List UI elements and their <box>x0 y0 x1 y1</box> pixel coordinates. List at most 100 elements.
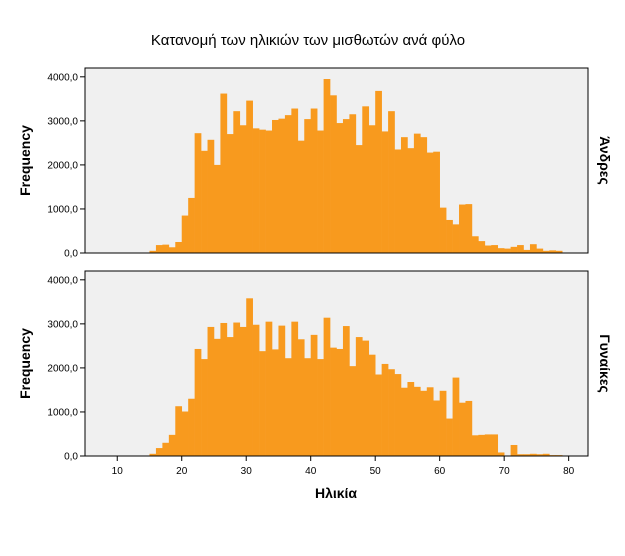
histogram-bar <box>388 369 395 456</box>
histogram-bar <box>226 134 234 253</box>
y-axis-label: Frequency <box>17 125 33 196</box>
x-axis-label: Ηλικία <box>315 485 357 501</box>
histogram-bar <box>413 133 421 253</box>
x-tick-label: 70 <box>499 466 511 477</box>
x-tick-label: 30 <box>241 466 253 477</box>
histogram-bar <box>536 454 544 456</box>
histogram-bar <box>355 145 363 253</box>
histogram-bar <box>168 434 176 456</box>
histogram-bar <box>523 454 531 456</box>
histogram-bar <box>259 129 266 253</box>
histogram-bar <box>381 131 389 253</box>
histogram-bar <box>252 324 260 456</box>
histogram-bar <box>155 448 163 456</box>
x-tick-label: 40 <box>305 466 317 477</box>
histogram-bar <box>207 139 215 253</box>
histogram-bar <box>529 453 537 456</box>
histogram-bar <box>420 390 428 456</box>
histogram-bar <box>484 434 492 456</box>
histogram-bar <box>201 150 208 253</box>
histogram-bar <box>529 244 537 253</box>
histogram-bar <box>542 453 550 456</box>
histogram-bar <box>459 402 466 456</box>
histogram-bar <box>381 363 389 456</box>
histogram-bar <box>181 215 189 253</box>
histogram-bar <box>284 358 292 456</box>
histogram-bar <box>201 359 208 456</box>
y-tick-label: 0,0 <box>64 452 78 463</box>
histogram-bar <box>478 434 486 456</box>
histogram-bar <box>297 339 305 456</box>
histogram-bar <box>497 452 505 456</box>
histogram-bar <box>349 114 357 253</box>
y-tick-label: 2000,0 <box>47 160 78 171</box>
histogram-bar <box>291 108 299 254</box>
histogram-bar <box>394 374 402 456</box>
y-tick-label: 0,0 <box>64 249 78 260</box>
histogram-bar <box>555 250 563 253</box>
histogram-bar <box>407 382 415 456</box>
histogram-bar <box>213 338 221 456</box>
histogram-bar <box>181 411 189 456</box>
histogram-bar <box>168 247 176 253</box>
histogram-bar <box>517 245 524 253</box>
histogram-bar <box>491 434 499 456</box>
panel-label: Γυναίκες <box>597 334 613 393</box>
histogram-bar <box>233 322 241 456</box>
histogram-bar <box>259 351 266 456</box>
chart-title: Κατανομή των ηλικιών των μισθωτών ανά φύ… <box>151 32 465 49</box>
histogram-bar <box>155 245 163 253</box>
histogram-bar <box>349 366 357 456</box>
histogram-bar <box>188 197 195 253</box>
histogram-bar <box>523 249 531 253</box>
histogram-bar <box>375 90 382 254</box>
panel-label: Άνδρες <box>597 136 613 184</box>
histogram-bar <box>413 386 421 456</box>
histogram-bar <box>297 140 305 253</box>
histogram-bar <box>388 111 395 254</box>
histogram-bar <box>426 387 434 456</box>
panel-women: 0,0 1000,0 2000,0 3000,0 4000,0 Frequency Γυνα… <box>17 270 613 477</box>
histogram-bar <box>336 123 344 253</box>
histogram-bar <box>439 207 447 253</box>
histogram-bar <box>439 390 447 456</box>
histogram-bar <box>291 321 299 456</box>
histogram-bar <box>375 374 382 456</box>
histogram-bar <box>549 250 557 253</box>
histogram-bar <box>278 118 286 254</box>
histogram-bar <box>510 246 518 253</box>
histogram-bar <box>446 219 453 253</box>
histogram-bar <box>368 354 376 456</box>
histogram-bar <box>246 298 253 456</box>
histogram-bar <box>239 125 247 253</box>
histogram-bar <box>304 358 312 456</box>
histogram-bar <box>342 326 350 456</box>
histogram-bar <box>188 398 195 456</box>
histogram-bar <box>272 119 279 253</box>
histogram-bar <box>194 133 202 253</box>
x-tick-label: 60 <box>434 466 446 477</box>
histogram-bar <box>420 137 428 253</box>
histogram-bar <box>226 337 234 456</box>
y-tick-label: 4000,0 <box>47 275 78 286</box>
histogram-bar <box>426 152 434 253</box>
histogram-bar <box>149 453 157 456</box>
histogram-bar <box>239 326 247 456</box>
histogram-bar <box>394 149 402 253</box>
x-tick-label: 50 <box>370 466 382 477</box>
histogram-bar <box>465 400 473 456</box>
histogram-bar <box>310 108 318 254</box>
histogram-bar <box>265 321 273 456</box>
y-axis-label: Frequency <box>17 328 33 399</box>
histogram-bar <box>317 359 324 456</box>
histogram-bar <box>491 245 499 253</box>
y-tick-label: 2000,0 <box>47 363 78 374</box>
histogram-bar <box>355 337 363 456</box>
histogram-bar <box>162 244 170 253</box>
x-tick-label: 20 <box>176 466 188 477</box>
panel-men: 0,0 1000,0 2000,0 3000,0 4000,0 Frequency Άνδρ… <box>17 67 613 260</box>
histogram-bar <box>471 236 479 253</box>
histogram-bar <box>162 442 170 456</box>
histogram-bar <box>362 340 370 456</box>
